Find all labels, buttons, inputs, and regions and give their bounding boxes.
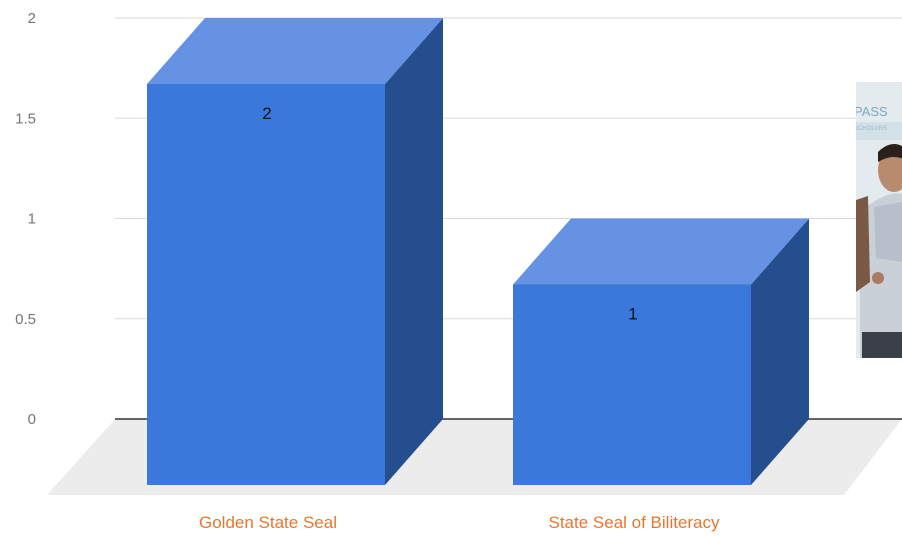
y-axis-ticks: 0 0.5 1 1.5 2 [15, 10, 36, 428]
bar-front-face [513, 284, 751, 485]
y-tick-label: 0.5 [15, 311, 36, 328]
svg-text:PASS: PASS [856, 104, 888, 119]
bar: 1 [513, 218, 809, 485]
bar: 2 [147, 18, 443, 485]
y-tick-label: 0 [28, 411, 36, 428]
data-label: 2 [262, 104, 271, 123]
category-label: Golden State Seal [199, 513, 337, 532]
bar-side-face [385, 18, 443, 485]
category-label: State Seal of Biliteracy [548, 513, 720, 532]
person-photo-icon: PASS SCHOLARS [856, 82, 902, 358]
data-label: 1 [628, 305, 637, 324]
bar-side-face [751, 218, 809, 485]
y-tick-label: 2 [28, 10, 36, 27]
y-tick-label: 1 [28, 211, 36, 228]
svg-text:SCHOLARS: SCHOLARS [856, 126, 887, 132]
bar-top-face [513, 218, 809, 285]
bar-front-face [147, 84, 385, 485]
x-axis-categories: Golden State Seal State Seal of Biliterac… [199, 513, 720, 532]
bars: 21 [147, 18, 809, 485]
bar-top-face [147, 18, 443, 84]
y-tick-label: 1.5 [15, 110, 36, 127]
